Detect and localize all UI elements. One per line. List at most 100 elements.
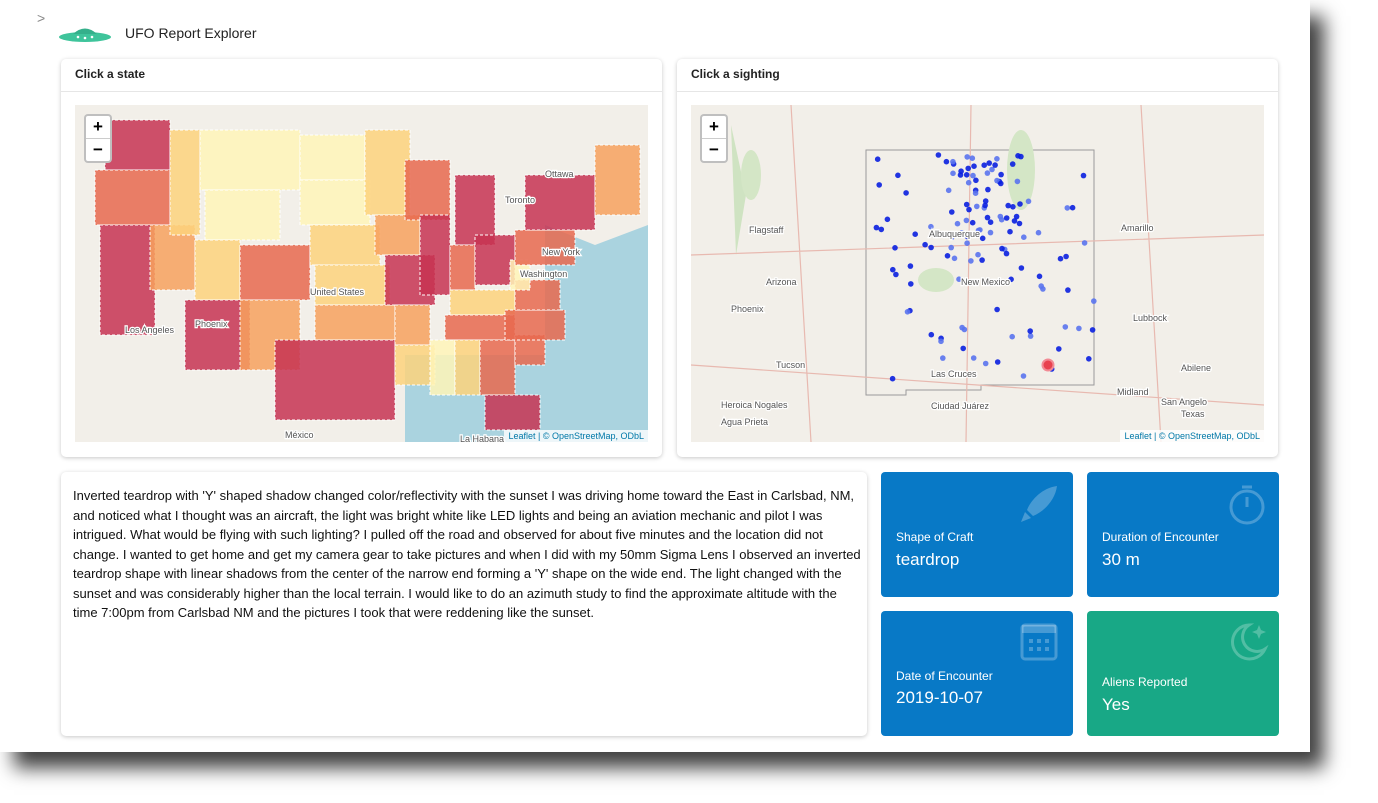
sighting[interactable] <box>998 171 1004 178</box>
sighting[interactable] <box>949 209 955 215</box>
state[interactable] <box>454 339 481 396</box>
zoom-in[interactable]: + <box>709 117 719 136</box>
sighting[interactable] <box>979 257 985 263</box>
sighting[interactable] <box>972 190 979 196</box>
sighting[interactable] <box>943 158 950 165</box>
sighting[interactable] <box>876 182 882 188</box>
sighting[interactable] <box>959 230 965 236</box>
sighting[interactable] <box>934 231 941 238</box>
state[interactable] <box>484 394 541 431</box>
sighting[interactable] <box>981 162 987 168</box>
state[interactable] <box>474 234 516 286</box>
sighting[interactable] <box>935 152 942 158</box>
sighting[interactable] <box>1018 265 1025 271</box>
sighting[interactable] <box>1062 324 1069 330</box>
state[interactable] <box>199 129 301 191</box>
sighting[interactable] <box>986 160 992 166</box>
sighting[interactable] <box>984 214 991 221</box>
sighting[interactable] <box>903 190 909 196</box>
sighting[interactable] <box>958 168 964 174</box>
sighting[interactable] <box>873 224 880 231</box>
sighting[interactable] <box>908 281 914 287</box>
sighting[interactable] <box>964 240 970 246</box>
sighting[interactable] <box>944 253 951 259</box>
sighting[interactable] <box>1076 325 1082 332</box>
sighting[interactable] <box>1027 328 1033 334</box>
sighting[interactable] <box>1057 255 1064 262</box>
sighting[interactable] <box>968 258 974 264</box>
sighting[interactable] <box>1027 333 1034 339</box>
zoom-out[interactable]: − <box>86 138 110 161</box>
sighting[interactable] <box>994 359 1001 365</box>
sighting[interactable] <box>1025 198 1032 205</box>
sighting[interactable] <box>1086 356 1092 362</box>
sighting[interactable] <box>878 226 885 233</box>
sighting[interactable] <box>994 177 1000 184</box>
sighting[interactable] <box>1009 333 1015 340</box>
sighting[interactable] <box>960 345 966 352</box>
sighting[interactable] <box>963 201 970 208</box>
sighting[interactable] <box>1035 229 1042 236</box>
sighting[interactable] <box>951 255 958 262</box>
sighting[interactable] <box>922 241 928 248</box>
state[interactable] <box>169 129 201 236</box>
sighting[interactable] <box>970 172 976 179</box>
sighting[interactable] <box>966 206 972 213</box>
sighting[interactable] <box>1005 202 1011 209</box>
sighting[interactable] <box>1008 276 1014 283</box>
attribution[interactable]: Leaflet | © OpenStreetMap, ODbL <box>1120 430 1264 442</box>
sighting[interactable] <box>1091 298 1097 304</box>
sighting[interactable] <box>982 360 989 367</box>
sighting[interactable] <box>987 229 994 236</box>
sighting[interactable] <box>1011 218 1018 224</box>
sighting[interactable] <box>945 187 952 194</box>
sighting[interactable] <box>982 198 989 204</box>
sighting[interactable] <box>948 244 954 251</box>
sighting[interactable] <box>892 245 898 251</box>
sighting[interactable] <box>994 306 1000 313</box>
state[interactable] <box>104 119 171 171</box>
sighting[interactable] <box>1017 201 1023 207</box>
state[interactable] <box>239 244 311 301</box>
state[interactable] <box>394 344 436 386</box>
sighting[interactable] <box>1009 161 1016 167</box>
sighting[interactable] <box>1069 204 1076 211</box>
sighting[interactable] <box>959 324 965 331</box>
state[interactable] <box>364 129 411 216</box>
sighting[interactable] <box>964 154 970 160</box>
state[interactable] <box>504 309 566 341</box>
sighting[interactable] <box>969 155 976 161</box>
sighting[interactable] <box>1081 240 1088 246</box>
sighting[interactable] <box>997 213 1004 220</box>
sighting[interactable] <box>994 156 1000 162</box>
sighting[interactable] <box>964 233 971 240</box>
sighting[interactable] <box>1036 273 1043 280</box>
sighting[interactable] <box>1089 327 1096 333</box>
sighting[interactable] <box>963 172 970 178</box>
state[interactable] <box>394 304 431 346</box>
selected-sighting[interactable] <box>1041 358 1055 372</box>
sighting[interactable] <box>1064 205 1071 211</box>
state[interactable] <box>524 174 596 231</box>
sighting[interactable] <box>963 217 970 224</box>
sighting[interactable] <box>987 219 994 225</box>
state[interactable] <box>204 189 281 241</box>
state[interactable] <box>419 214 451 296</box>
zoom-in[interactable]: + <box>93 117 103 136</box>
sighting[interactable] <box>979 235 986 242</box>
sighting[interactable] <box>999 245 1005 252</box>
sighting[interactable] <box>970 355 977 361</box>
sighting[interactable] <box>975 251 981 258</box>
state[interactable] <box>299 179 371 226</box>
sighting[interactable] <box>984 170 991 176</box>
sighting[interactable] <box>950 170 956 177</box>
attribution[interactable]: Leaflet | © OpenStreetMap, ODbL <box>504 430 648 442</box>
sighting[interactable] <box>1056 346 1062 352</box>
state[interactable] <box>449 244 476 291</box>
state[interactable] <box>404 159 451 221</box>
state[interactable] <box>149 224 196 291</box>
sighting[interactable] <box>928 331 935 338</box>
sighting[interactable] <box>928 244 934 251</box>
sighting[interactable] <box>938 338 944 345</box>
sighting[interactable] <box>1063 253 1069 260</box>
